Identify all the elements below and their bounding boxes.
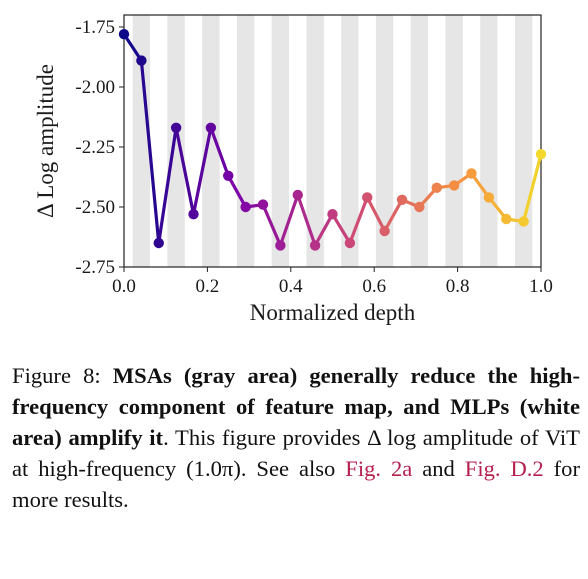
line-segment: [174, 126, 196, 216]
x-tick-label: 1.0: [529, 276, 553, 297]
plot-frame: [123, 14, 542, 268]
msa-band: [132, 15, 151, 267]
data-point: [344, 237, 356, 249]
line-segment: [157, 126, 178, 245]
data-point: [309, 240, 321, 251]
y-tick-label: -2.50: [75, 197, 115, 218]
y-axis: -1.75 -2.00 -2.25 -2.50 -2.75: [75, 17, 124, 278]
data-point: [275, 240, 286, 251]
y-tick-label: -1.75: [75, 17, 115, 38]
y-axis-label: Δ Log amplitude: [33, 64, 58, 218]
data-point: [327, 209, 338, 220]
x-tick-label: 0.8: [446, 276, 470, 297]
data-point: [431, 182, 442, 193]
caption-prefix: Figure 8:: [12, 363, 113, 388]
y-tick-label: -2.25: [75, 137, 115, 158]
data-point: [257, 199, 269, 210]
data-point: [501, 213, 512, 225]
line-segment: [261, 203, 282, 247]
msa-band: [236, 15, 255, 267]
data-point: [188, 209, 199, 220]
msa-band: [341, 15, 359, 267]
line-segment: [139, 58, 161, 245]
line-segment: [209, 126, 230, 178]
data-point: [379, 225, 390, 237]
data-point: [223, 170, 234, 181]
msa-band: [306, 15, 324, 267]
data-point: [153, 237, 164, 249]
x-tick-label: 0.2: [196, 276, 220, 297]
data-point: [205, 122, 217, 133]
msa-band: [271, 15, 290, 267]
line-segment: [278, 193, 300, 247]
data-point: [466, 168, 477, 179]
msa-band: [202, 15, 220, 267]
caption-mid: and: [412, 456, 465, 481]
msa-shaded-bands: [132, 15, 533, 267]
x-axis: 0.0 0.2 0.4 0.6 0.8 1.0: [112, 267, 553, 297]
line-segment: [365, 195, 387, 233]
data-point: [448, 180, 460, 191]
line-segment: [191, 126, 213, 216]
data-point: [362, 192, 373, 203]
msa-band: [410, 15, 429, 267]
x-tick-label: 0.4: [279, 276, 303, 297]
line-segment: [330, 212, 352, 245]
line-segment: [313, 212, 335, 247]
msa-band: [375, 15, 394, 267]
data-point: [292, 189, 303, 201]
data-point: [118, 29, 130, 40]
figure-link-d2[interactable]: Fig. D.2: [464, 456, 544, 481]
data-point: [535, 149, 547, 160]
caption-body: . This figure provides Δ log amplitude o…: [12, 425, 580, 481]
msa-band: [167, 15, 185, 267]
x-axis-label: Normalized depth: [250, 300, 416, 325]
line-segment: [348, 195, 369, 245]
data-point: [396, 194, 408, 205]
data-point: [136, 55, 147, 66]
line-segment: [122, 32, 143, 63]
caption-bold: MSAs (gray area) generally reduce the hi…: [12, 363, 580, 450]
line-segment: [522, 152, 543, 223]
series-points: [118, 29, 547, 251]
x-tick-label: 0.6: [362, 276, 386, 297]
y-tick-label: -2.75: [75, 257, 115, 278]
line-segment: [383, 198, 404, 233]
msa-band: [480, 15, 498, 267]
data-point: [414, 201, 425, 213]
chart: 0.0 0.2 0.4 0.6 0.8 1.0 -1.75-2.00-2.25-2.50-…: [33, 14, 553, 325]
caption-end: for more results.: [12, 456, 580, 512]
x-tick-label: 0.0: [112, 276, 136, 297]
msa-band: [445, 15, 463, 267]
data-point: [170, 122, 182, 133]
figure-caption: Figure 8: MSAs (gray area) generally red…: [12, 360, 580, 515]
data-point: [518, 216, 529, 227]
data-point: [483, 192, 495, 203]
line-segment: [226, 174, 248, 209]
msa-band: [514, 15, 533, 267]
y-tick-label: -2.00: [75, 77, 115, 98]
line-segment: [296, 193, 317, 247]
data-point: [240, 201, 251, 213]
figure-link-2a[interactable]: Fig. 2a: [345, 456, 413, 481]
